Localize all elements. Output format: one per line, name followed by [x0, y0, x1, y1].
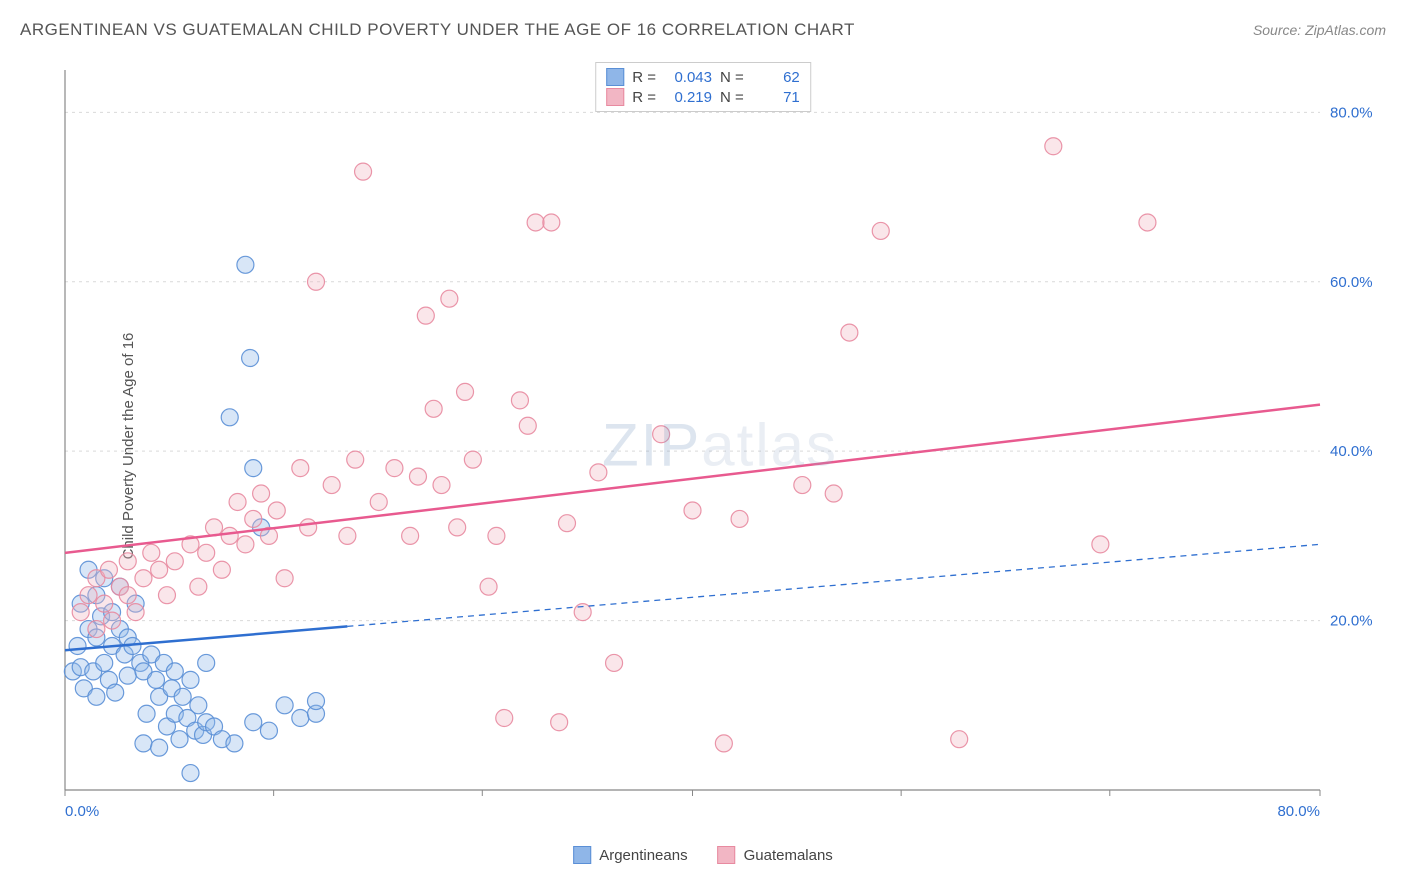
- plot-area: 20.0%40.0%60.0%80.0%0.0%80.0% ZIPatlas: [60, 60, 1380, 830]
- swatch-argentineans: [606, 68, 624, 86]
- stats-legend: R = 0.043 N = 62 R = 0.219 N = 71: [595, 62, 811, 112]
- svg-text:80.0%: 80.0%: [1277, 803, 1320, 820]
- source-attribution: Source: ZipAtlas.com: [1253, 22, 1386, 38]
- svg-text:60.0%: 60.0%: [1330, 274, 1373, 291]
- swatch-guatemalans: [606, 88, 624, 106]
- bottom-legend: Argentineans Guatemalans: [573, 846, 833, 864]
- chart-title: ARGENTINEAN VS GUATEMALAN CHILD POVERTY …: [20, 20, 855, 40]
- svg-text:20.0%: 20.0%: [1330, 613, 1373, 630]
- legend-item-guatemalans: Guatemalans: [718, 846, 833, 864]
- chart-svg: 20.0% 40.0% 60.0% 80.0% 0.0% 80.0%: [60, 60, 1380, 830]
- n-value-2: 71: [752, 89, 800, 106]
- stats-row-series-1: R = 0.043 N = 62: [606, 67, 800, 87]
- n-label: N =: [720, 89, 744, 106]
- source-label: Source:: [1253, 22, 1301, 38]
- legend-label-1: Argentineans: [599, 847, 687, 864]
- n-label: N =: [720, 69, 744, 86]
- source-link[interactable]: ZipAtlas.com: [1305, 22, 1386, 38]
- svg-text:0.0%: 0.0%: [65, 803, 99, 820]
- r-label: R =: [632, 69, 656, 86]
- svg-text:80.0%: 80.0%: [1330, 104, 1373, 121]
- legend-item-argentineans: Argentineans: [573, 846, 687, 864]
- r-label: R =: [632, 89, 656, 106]
- legend-label-2: Guatemalans: [744, 847, 833, 864]
- stats-row-series-2: R = 0.219 N = 71: [606, 87, 800, 107]
- swatch-argentineans-bottom: [573, 846, 591, 864]
- r-value-1: 0.043: [664, 69, 712, 86]
- swatch-guatemalans-bottom: [718, 846, 736, 864]
- n-value-1: 62: [752, 69, 800, 86]
- svg-text:40.0%: 40.0%: [1330, 443, 1373, 460]
- r-value-2: 0.219: [664, 89, 712, 106]
